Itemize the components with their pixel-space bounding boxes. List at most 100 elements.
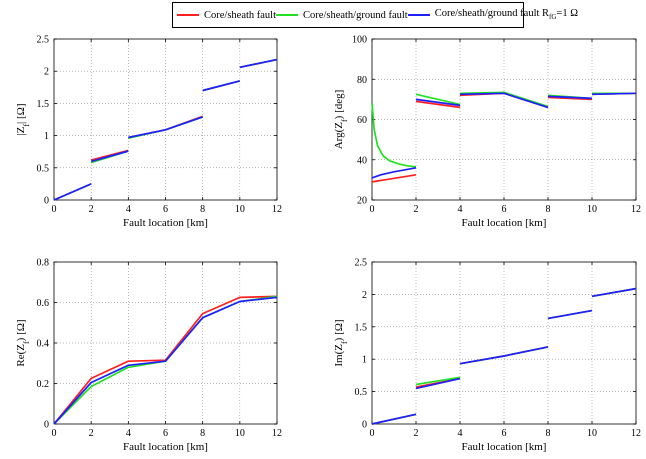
y-tick-label: 20 <box>357 196 367 207</box>
series-line-2 <box>547 309 593 320</box>
x-tick-label: 8 <box>200 204 205 215</box>
x-tick-label: 6 <box>502 428 507 439</box>
x-tick-label: 12 <box>272 204 282 215</box>
chart-real: 0 2 4 6 8 10 12 0 0.2 0.4 0.6 0.8 Fault location [km… <box>15 258 282 454</box>
y-tick-label: 0.5 <box>355 387 368 398</box>
series-line-1 <box>371 103 417 168</box>
legend-label-rfg-main: Core/sheath/ground fault R <box>434 8 550 20</box>
series-line-2 <box>53 296 278 425</box>
y-tick-label: 0 <box>362 420 367 431</box>
y-axis-label-main: |Z <box>15 126 27 135</box>
legend-swatch-green <box>276 14 299 16</box>
series-line-1 <box>415 93 461 106</box>
x-axis-label: Fault location [km] <box>123 217 208 229</box>
x-tick-label: 12 <box>272 428 282 439</box>
y-tick-label: 2 <box>44 67 49 78</box>
series-line-2 <box>128 116 203 139</box>
x-tick-label: 2 <box>414 428 419 439</box>
y-tick-label: 60 <box>357 115 367 126</box>
y-axis-label: Re(Zf) [Ω] <box>15 319 31 366</box>
series-line-2 <box>53 183 92 201</box>
x-tick-label: 0 <box>52 428 57 439</box>
x-tick-label: 6 <box>502 204 507 215</box>
y-tick-label: 100 <box>352 35 367 46</box>
y-axis-label: Arg(Zf) [deg] <box>333 90 349 150</box>
y-axis-label-post: | [Ω] <box>15 103 27 123</box>
y-axis-label-sub: f <box>22 124 31 127</box>
y-tick-label: 1 <box>362 355 367 366</box>
chart-angle: 0 2 4 6 8 10 12 20 40 60 80 100 Fault location [km] A… <box>333 35 641 230</box>
y-tick-label: 2 <box>362 290 367 301</box>
series-line-2 <box>591 92 637 96</box>
legend-entry-core-sheath: Core/sheath fault <box>177 10 276 21</box>
legend-swatch-blue <box>407 14 430 16</box>
x-tick-label: 2 <box>89 428 94 439</box>
x-tick-label: 4 <box>126 428 131 439</box>
x-tick-label: 4 <box>126 204 131 215</box>
x-tick-label: 0 <box>370 204 375 215</box>
x-tick-label: 6 <box>163 204 168 215</box>
series-line-2 <box>239 58 278 69</box>
series-line-2 <box>371 166 417 179</box>
x-tick-label: 10 <box>587 428 597 439</box>
y-tick-label: 0 <box>44 420 49 431</box>
y-axis-label-post: ) [deg] <box>333 90 345 120</box>
x-tick-label: 4 <box>458 428 463 439</box>
x-tick-label: 2 <box>89 204 94 215</box>
legend: Core/sheath fault Core/sheath/ground fau… <box>172 2 578 28</box>
series-line-1 <box>415 376 461 386</box>
x-tick-label: 0 <box>52 204 57 215</box>
y-axis-label-post: ) [Ω] <box>333 319 345 341</box>
series-line-2 <box>415 98 461 107</box>
series-line-2 <box>459 346 549 365</box>
chart-imag: 0 2 4 6 8 10 12 0 0.5 1 1.5 2 2.5 Fault location [km]… <box>333 258 641 454</box>
x-tick-label: 6 <box>163 428 168 439</box>
series-line-1 <box>459 91 549 108</box>
y-axis-label-main: Arg(Z <box>333 122 345 150</box>
series-line-2 <box>591 287 637 298</box>
x-axis-label: Fault location [km] <box>462 217 547 229</box>
chart-magnitude: 0 2 4 6 8 10 12 0 0.5 1 1.5 2 2.5 Fault location [km]… <box>15 35 282 230</box>
x-tick-label: 4 <box>458 204 463 215</box>
series-line-2 <box>415 377 461 390</box>
y-tick-label: 0.6 <box>37 298 50 309</box>
y-tick-label: 2.5 <box>37 35 50 46</box>
y-axis-label-post: ) [Ω] <box>15 319 27 341</box>
legend-label-rfg-sub: fG <box>549 13 557 22</box>
series-line-2 <box>90 150 129 163</box>
series-line-0 <box>371 173 417 183</box>
series-line-2 <box>547 95 593 100</box>
x-tick-label: 10 <box>587 204 597 215</box>
x-axis-label: Fault location [km] <box>123 441 208 453</box>
y-tick-label: 1.5 <box>37 99 50 110</box>
y-axis-label: |Zf| [Ω] <box>15 103 31 135</box>
legend-label-core-sheath-ground-rfg: Core/sheath/ground fault RfG=1 Ω <box>435 8 578 21</box>
y-tick-label: 0.2 <box>37 379 50 390</box>
y-tick-label: 1 <box>44 131 49 142</box>
legend-label-core-sheath-ground: Core/sheath/ground fault <box>303 9 408 21</box>
legend-label-rfg-suffix: =1 Ω <box>556 8 579 20</box>
y-tick-label: 80 <box>357 75 367 86</box>
y-tick-label: 2.5 <box>355 258 368 269</box>
y-axis-label-main: Im(Z <box>333 344 345 367</box>
x-tick-label: 10 <box>235 428 245 439</box>
series-line-2 <box>459 92 549 109</box>
series-line-0 <box>415 100 461 109</box>
legend-entry-core-sheath-ground: Core/sheath/ground fault <box>276 10 408 21</box>
x-tick-label: 2 <box>414 204 419 215</box>
y-axis-label-sub: f <box>340 341 349 344</box>
series-line-2 <box>202 80 241 92</box>
x-tick-label: 8 <box>546 428 551 439</box>
x-tick-label: 12 <box>631 428 641 439</box>
y-tick-label: 0.4 <box>37 339 50 350</box>
y-tick-label: 0.5 <box>37 163 50 174</box>
x-axis-label: Fault location [km] <box>462 441 547 453</box>
x-tick-label: 0 <box>370 428 375 439</box>
y-tick-label: 1.5 <box>355 322 368 333</box>
legend-label-core-sheath: Core/sheath fault <box>204 9 277 21</box>
y-axis-label: Im(Zf) [Ω] <box>333 319 349 366</box>
axes-box <box>53 38 278 201</box>
legend-swatch-red <box>177 14 199 16</box>
series-line-0 <box>547 96 593 101</box>
